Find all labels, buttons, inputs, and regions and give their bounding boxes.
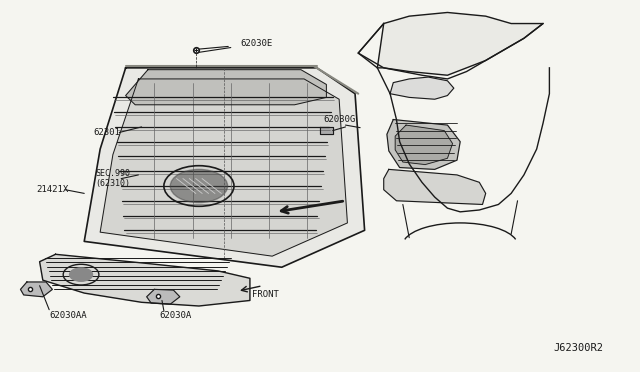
Circle shape: [170, 169, 228, 203]
Polygon shape: [84, 68, 365, 267]
Text: 62030AA: 62030AA: [49, 311, 87, 320]
Polygon shape: [390, 77, 454, 99]
Text: 62030A: 62030A: [159, 311, 191, 320]
Text: SEC.990
(62310): SEC.990 (62310): [96, 169, 131, 188]
Polygon shape: [395, 125, 452, 164]
Polygon shape: [147, 289, 180, 304]
Polygon shape: [125, 70, 326, 105]
Text: 62301: 62301: [94, 128, 121, 137]
Polygon shape: [20, 282, 52, 297]
Polygon shape: [40, 254, 250, 306]
Text: J62300R2: J62300R2: [554, 343, 604, 353]
Polygon shape: [378, 13, 543, 75]
Text: 21421X: 21421X: [36, 185, 68, 194]
Text: FRONT: FRONT: [252, 291, 278, 299]
Polygon shape: [100, 79, 348, 256]
Circle shape: [70, 268, 93, 281]
Polygon shape: [320, 127, 333, 134]
Polygon shape: [387, 119, 460, 169]
Polygon shape: [384, 169, 486, 205]
Text: 62030E: 62030E: [241, 39, 273, 48]
Text: 62030G: 62030G: [323, 115, 355, 124]
